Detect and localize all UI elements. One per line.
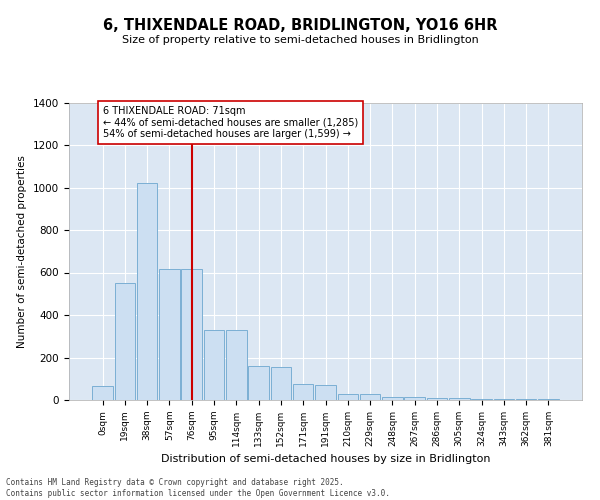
Bar	[494, 399, 514, 400]
Bar	[427, 398, 447, 400]
Text: Size of property relative to semi-detached houses in Bridlington: Size of property relative to semi-detach…	[122, 35, 478, 45]
Bar	[204, 330, 224, 400]
Bar	[248, 366, 269, 400]
Bar	[315, 385, 336, 400]
Bar	[92, 386, 113, 400]
Bar	[271, 367, 291, 400]
Bar	[449, 398, 470, 400]
X-axis label: Distribution of semi-detached houses by size in Bridlington: Distribution of semi-detached houses by …	[161, 454, 490, 464]
Bar	[293, 384, 313, 400]
Bar	[360, 394, 380, 400]
Bar	[226, 330, 247, 400]
Text: Contains HM Land Registry data © Crown copyright and database right 2025.
Contai: Contains HM Land Registry data © Crown c…	[6, 478, 390, 498]
Bar	[181, 270, 202, 400]
Text: 6, THIXENDALE ROAD, BRIDLINGTON, YO16 6HR: 6, THIXENDALE ROAD, BRIDLINGTON, YO16 6H…	[103, 18, 497, 32]
Bar	[137, 183, 157, 400]
Bar	[338, 394, 358, 400]
Bar	[471, 399, 492, 400]
Bar	[382, 397, 403, 400]
Y-axis label: Number of semi-detached properties: Number of semi-detached properties	[17, 155, 28, 348]
Bar	[404, 398, 425, 400]
Bar	[115, 283, 135, 400]
Bar	[159, 270, 180, 400]
Text: 6 THIXENDALE ROAD: 71sqm
← 44% of semi-detached houses are smaller (1,285)
54% o: 6 THIXENDALE ROAD: 71sqm ← 44% of semi-d…	[103, 106, 358, 139]
